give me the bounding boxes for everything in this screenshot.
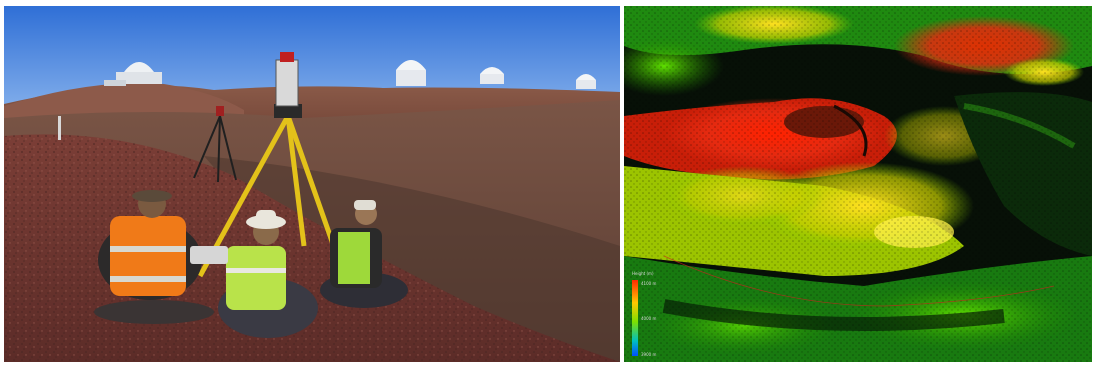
survey-scene-illustration	[4, 6, 620, 362]
equipment-case	[190, 246, 228, 264]
height-legend: Height (m) 4100 m 4000 m 3900 m	[632, 271, 656, 357]
telescope-dome-icon	[396, 60, 426, 86]
surveyor-icon	[94, 190, 214, 324]
marker-post	[58, 116, 61, 140]
surveyor-icon	[320, 200, 408, 308]
point-cloud-height-map: Height (m) 4100 m 4000 m 3900 m	[624, 6, 1092, 362]
legend-min-label: 3900 m	[641, 352, 656, 357]
legend-color-bar	[632, 280, 638, 356]
telescope-dome-icon	[480, 67, 504, 84]
telescope-dome-icon	[576, 74, 596, 89]
telescope-dome-icon	[104, 62, 162, 86]
legend-max-label: 4100 m	[641, 281, 656, 286]
survey-scene-photo	[4, 6, 620, 362]
legend-mid-label: 4000 m	[641, 316, 656, 321]
surveyor-icon	[218, 210, 318, 338]
legend-title: Height (m)	[632, 271, 654, 276]
survey-tripod-icon	[193, 106, 237, 183]
height-map-render: Height (m) 4100 m 4000 m 3900 m	[624, 6, 1092, 362]
